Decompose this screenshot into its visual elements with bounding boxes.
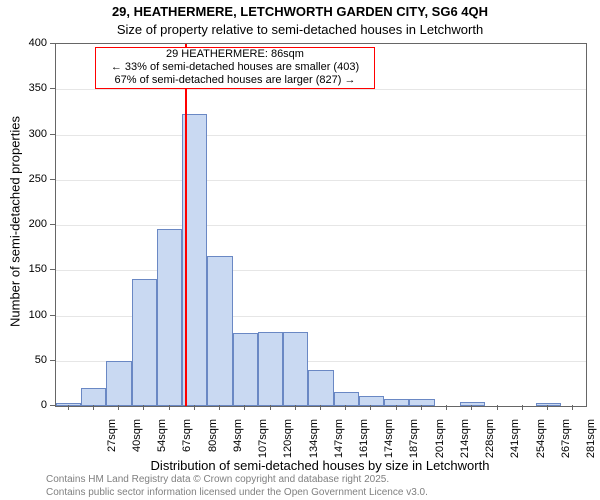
x-tick-mark — [295, 405, 296, 410]
y-tick-label: 0 — [0, 399, 47, 411]
footer-line: Contains HM Land Registry data © Crown c… — [46, 474, 600, 487]
y-tick-label: 50 — [0, 354, 47, 366]
plot-area — [55, 43, 587, 407]
x-tick-mark — [68, 405, 69, 410]
histogram-bar — [409, 399, 434, 406]
y-tick-mark — [50, 360, 55, 361]
y-tick-label: 400 — [0, 37, 47, 49]
x-tick-mark — [396, 405, 397, 410]
callout-box: 29 HEATHERMERE: 86sqm← 33% of semi-detac… — [95, 47, 375, 89]
x-axis-title: Distribution of semi-detached houses by … — [55, 458, 585, 473]
y-tick-mark — [50, 405, 55, 406]
x-tick-mark — [446, 405, 447, 410]
histogram-bar — [233, 333, 258, 406]
histogram-bar — [132, 279, 157, 406]
x-tick-mark — [219, 405, 220, 410]
y-tick-label: 350 — [0, 82, 47, 94]
histogram-bar — [308, 370, 333, 406]
histogram-bar — [106, 361, 131, 406]
y-tick-mark — [50, 179, 55, 180]
gridline — [56, 135, 586, 136]
histogram-bar — [258, 332, 283, 406]
x-tick-mark — [497, 405, 498, 410]
callout-line: 29 HEATHERMERE: 86sqm — [96, 48, 374, 61]
y-tick-mark — [50, 134, 55, 135]
histogram-bar — [157, 229, 182, 406]
y-tick-mark — [50, 43, 55, 44]
histogram-bar — [384, 399, 409, 406]
x-tick-mark — [194, 405, 195, 410]
gridline — [56, 180, 586, 181]
x-tick-mark — [93, 405, 94, 410]
histogram-bar — [334, 392, 359, 406]
x-tick-label: 281sqm — [585, 419, 597, 469]
x-tick-mark — [320, 405, 321, 410]
y-tick-mark — [50, 269, 55, 270]
callout-line: ← 33% of semi-detached houses are smalle… — [96, 61, 374, 74]
x-tick-mark — [522, 405, 523, 410]
y-tick-label: 150 — [0, 263, 47, 275]
y-tick-mark — [50, 224, 55, 225]
y-tick-label: 200 — [0, 218, 47, 230]
x-tick-mark — [143, 405, 144, 410]
gridline — [56, 270, 586, 271]
gridline — [56, 225, 586, 226]
histogram-chart: 29, HEATHERMERE, LETCHWORTH GARDEN CITY,… — [0, 0, 600, 500]
x-tick-mark — [547, 405, 548, 410]
x-tick-mark — [572, 405, 573, 410]
x-tick-mark — [421, 405, 422, 410]
x-tick-mark — [244, 405, 245, 410]
x-tick-mark — [169, 405, 170, 410]
histogram-bar — [56, 403, 81, 406]
callout-line: 67% of semi-detached houses are larger (… — [96, 74, 374, 87]
chart-title-sub: Size of property relative to semi-detach… — [0, 22, 600, 37]
gridline — [56, 89, 586, 90]
y-tick-mark — [50, 315, 55, 316]
histogram-bar — [81, 388, 106, 406]
y-tick-label: 250 — [0, 173, 47, 185]
y-tick-mark — [50, 88, 55, 89]
chart-title-main: 29, HEATHERMERE, LETCHWORTH GARDEN CITY,… — [0, 4, 600, 19]
x-tick-mark — [118, 405, 119, 410]
histogram-bar — [207, 256, 232, 406]
x-tick-mark — [471, 405, 472, 410]
y-tick-label: 300 — [0, 128, 47, 140]
histogram-bar — [283, 332, 308, 406]
x-tick-mark — [345, 405, 346, 410]
x-tick-mark — [270, 405, 271, 410]
footer-line: Contains public sector information licen… — [46, 487, 600, 500]
marker-line — [185, 44, 187, 406]
y-tick-label: 100 — [0, 309, 47, 321]
x-tick-mark — [370, 405, 371, 410]
footer-text: Contains HM Land Registry data © Crown c… — [0, 474, 600, 499]
